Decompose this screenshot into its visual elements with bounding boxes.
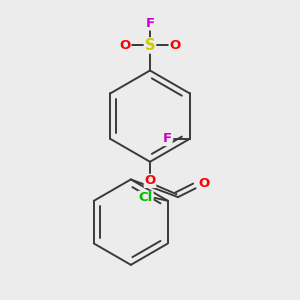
Text: Cl: Cl (139, 191, 153, 204)
Text: F: F (163, 133, 172, 146)
Text: O: O (144, 174, 156, 188)
Text: S: S (145, 38, 155, 53)
Text: O: O (169, 39, 181, 52)
Text: O: O (119, 39, 130, 52)
Text: F: F (146, 17, 154, 30)
Text: O: O (199, 177, 210, 190)
